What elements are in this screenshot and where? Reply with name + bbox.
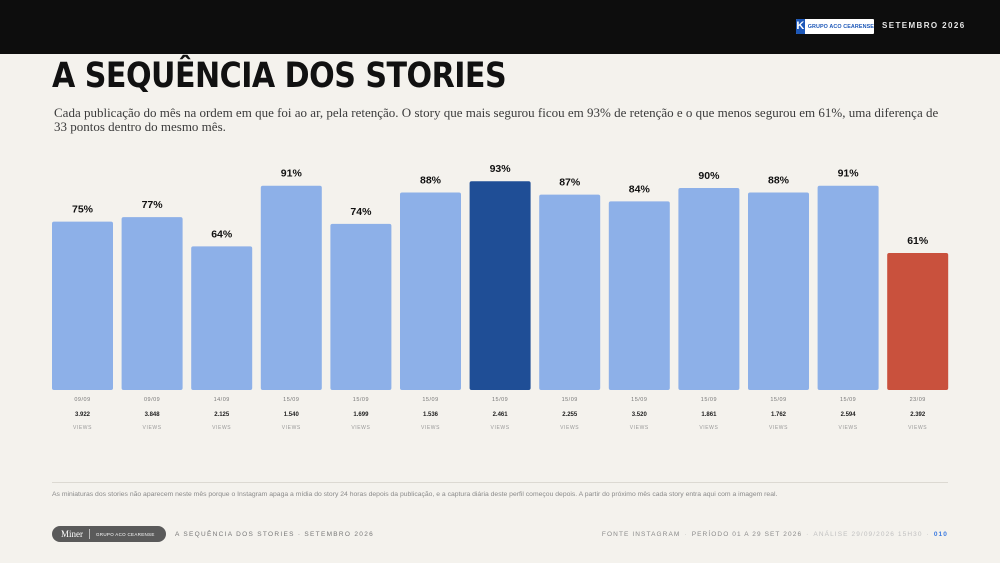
bar-value-label: 74% bbox=[350, 206, 372, 218]
bar-views-value: 3.848 bbox=[145, 412, 161, 418]
bar-views-unit: VIEWS bbox=[282, 425, 301, 431]
bar-value-label: 90% bbox=[698, 170, 720, 182]
bar-views-value: 2.125 bbox=[214, 412, 230, 418]
bar-value-label: 91% bbox=[838, 168, 860, 180]
footer-logo: Miner GRUPO ACO CEARENSE bbox=[52, 526, 166, 542]
brand-name: GRUPO ACO CEARENSE bbox=[807, 23, 874, 30]
bar-views-unit: VIEWS bbox=[908, 425, 927, 431]
footnote: As miniaturas dos stories não aparecem n… bbox=[52, 491, 778, 498]
bar-value-label: 61% bbox=[907, 235, 929, 247]
bar-date-label: 15/09 bbox=[353, 397, 369, 403]
bar-date-label: 09/09 bbox=[144, 397, 160, 403]
chart-bar bbox=[608, 201, 670, 390]
chart-bar bbox=[330, 223, 392, 390]
bar-date-label: 15/09 bbox=[770, 397, 786, 403]
bar-date-label: 15/09 bbox=[492, 397, 508, 403]
chart-bar bbox=[817, 185, 879, 390]
bar-date-label: 09/09 bbox=[74, 397, 90, 403]
bar-value-label: 91% bbox=[281, 168, 303, 180]
bar-views-value: 1.762 bbox=[771, 412, 787, 418]
chart-bar bbox=[887, 253, 949, 390]
chart-bar bbox=[678, 187, 740, 390]
footer-source: FONTE INSTAGRAM bbox=[601, 531, 681, 538]
brand-logo-icon: K bbox=[796, 19, 805, 34]
bar-value-label: 88% bbox=[768, 174, 790, 186]
bar-value-label: 88% bbox=[420, 174, 442, 186]
footer-period: PERÍODO 01 A 29 SET 2026 bbox=[691, 531, 803, 538]
bar-views-value: 2.255 bbox=[562, 412, 578, 418]
bar-date-label: 15/09 bbox=[701, 397, 717, 403]
chart-bar bbox=[469, 181, 531, 390]
chart-bar bbox=[400, 192, 461, 390]
chart-bar bbox=[121, 217, 183, 390]
bar-value-label: 87% bbox=[559, 177, 581, 189]
page-subtitle: Cada publicação do mês na ordem em que f… bbox=[54, 105, 939, 134]
chart-bar bbox=[52, 221, 113, 390]
chart-bar bbox=[191, 246, 253, 390]
chart-bar bbox=[260, 185, 322, 390]
bar-views-value: 3.520 bbox=[632, 412, 648, 418]
bar-date-label: 15/09 bbox=[562, 397, 578, 403]
bar-views-unit: VIEWS bbox=[491, 425, 510, 431]
footer-section-title: A SEQUÊNCIA DOS STORIES · SETEMBRO 2026 bbox=[175, 531, 375, 538]
bar-views-unit: VIEWS bbox=[143, 425, 162, 431]
bar-date-label: 15/09 bbox=[631, 397, 647, 403]
footer-partner-logo: GRUPO ACO CEARENSE bbox=[96, 531, 155, 537]
bar-views-unit: VIEWS bbox=[769, 425, 788, 431]
bar-date-label: 15/09 bbox=[840, 397, 856, 403]
bar-value-label: 77% bbox=[142, 199, 164, 211]
footer-meta: FONTE INSTAGRAM · PERÍODO 01 A 29 SET 2026… bbox=[601, 531, 948, 538]
bar-views-unit: VIEWS bbox=[699, 425, 718, 431]
chart-bar bbox=[748, 192, 809, 390]
report-date: SETEMBRO 2026 bbox=[882, 21, 966, 30]
bar-views-value: 2.392 bbox=[910, 412, 926, 418]
bar-date-label: 23/09 bbox=[910, 397, 926, 403]
bar-views-unit: VIEWS bbox=[630, 425, 649, 431]
bar-views-unit: VIEWS bbox=[839, 425, 858, 431]
bar-value-label: 64% bbox=[211, 228, 233, 240]
bar-views-value: 3.922 bbox=[75, 412, 91, 418]
bar-value-label: 84% bbox=[629, 183, 651, 195]
bar-views-value: 2.594 bbox=[841, 412, 857, 418]
bar-views-value: 2.461 bbox=[493, 412, 509, 418]
page-title: A SEQUÊNCIA DOS STORIES bbox=[52, 56, 507, 96]
bar-views-value: 1.699 bbox=[353, 412, 369, 418]
bar-date-label: 15/09 bbox=[422, 397, 438, 403]
bar-views-unit: VIEWS bbox=[73, 425, 92, 431]
footer-divider bbox=[52, 482, 948, 483]
bar-views-unit: VIEWS bbox=[560, 425, 579, 431]
footer-logo-text: Miner bbox=[52, 529, 90, 539]
top-bar: K GRUPO ACO CEARENSE SETEMBRO 2026 bbox=[0, 0, 1000, 54]
bar-value-label: 93% bbox=[490, 163, 512, 175]
bar-date-label: 14/09 bbox=[214, 397, 230, 403]
footer-analysis: ANÁLISE 29/09/2026 15H30 bbox=[813, 531, 923, 538]
bar-date-label: 15/09 bbox=[283, 397, 299, 403]
chart-bar bbox=[539, 194, 601, 390]
bar-views-value: 1.540 bbox=[284, 412, 300, 418]
bar-views-value: 1.536 bbox=[423, 412, 439, 418]
bar-views-unit: VIEWS bbox=[351, 425, 370, 431]
bar-views-unit: VIEWS bbox=[421, 425, 440, 431]
bar-views-unit: VIEWS bbox=[212, 425, 231, 431]
bar-views-value: 1.861 bbox=[701, 412, 717, 418]
brand-logo: K GRUPO ACO CEARENSE bbox=[796, 19, 874, 34]
page-number: 010 bbox=[933, 531, 948, 538]
bar-value-label: 75% bbox=[72, 204, 94, 216]
